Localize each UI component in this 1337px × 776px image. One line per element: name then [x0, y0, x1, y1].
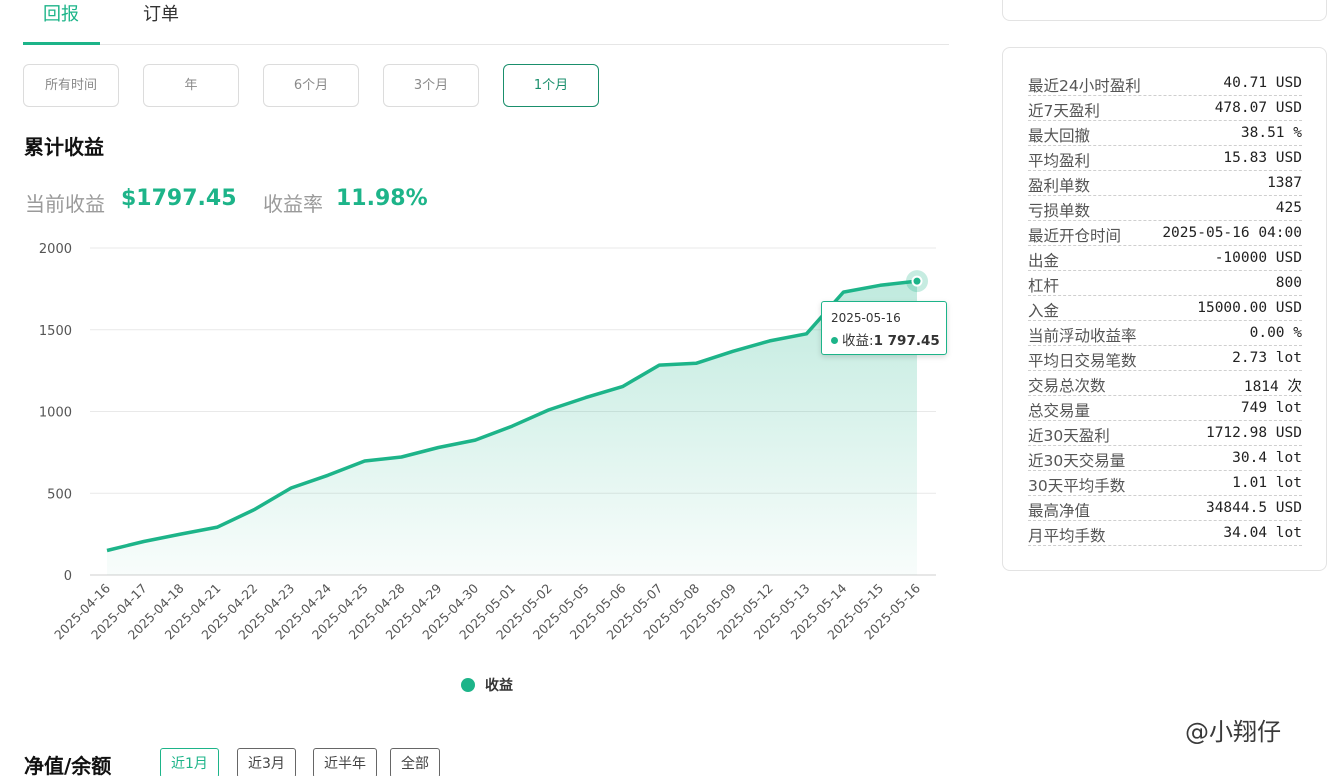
y-tick-label: 1500 — [39, 324, 72, 339]
stat-row: 亏损单数 425 — [1028, 196, 1302, 221]
y-tick-label: 2000 — [39, 242, 72, 257]
stat-value: 2.73 lot — [1232, 350, 1302, 366]
stat-row: 总交易量 749 lot — [1028, 396, 1302, 421]
range-3-months-button[interactable]: 3个月 — [383, 64, 479, 107]
stat-value: 15000.00 USD — [1197, 300, 1302, 316]
stat-label: 当前浮动收益率 — [1028, 327, 1137, 345]
y-tick-label: 1000 — [39, 406, 72, 421]
stat-label: 最近开仓时间 — [1028, 227, 1122, 245]
stat-label: 近30天盈利 — [1028, 427, 1110, 445]
stat-row: 平均日交易笔数 2.73 lot — [1028, 346, 1302, 371]
stat-row: 最大回撤 38.51 % — [1028, 121, 1302, 146]
stat-label: 交易总次数 — [1028, 377, 1106, 395]
period-1-month-button[interactable]: 近1月 — [160, 748, 219, 776]
current-return-label: 当前收益 — [25, 192, 105, 216]
chart-legend[interactable]: 收益 — [461, 675, 513, 695]
tooltip-series-label: 收益: — [842, 333, 874, 349]
tooltip-value: 1 797.45 — [873, 333, 940, 349]
stat-value: 1.01 lot — [1232, 475, 1302, 491]
stat-value: 15.83 USD — [1223, 150, 1302, 166]
stat-value: 1712.98 USD — [1205, 425, 1302, 441]
stat-value: 478.07 USD — [1214, 100, 1302, 116]
range-year-button[interactable]: 年 — [143, 64, 239, 107]
stat-label: 平均日交易笔数 — [1028, 352, 1137, 370]
stat-row: 30天平均手数 1.01 lot — [1028, 471, 1302, 496]
stat-row: 近7天盈利 478.07 USD — [1028, 96, 1302, 121]
y-tick-label: 0 — [64, 569, 72, 584]
stat-row: 交易总次数 1814 次 — [1028, 371, 1302, 396]
tooltip-row: 收益:1 797.45 — [831, 329, 946, 349]
stat-row: 当前浮动收益率 0.00 % — [1028, 321, 1302, 346]
legend-series-dot — [461, 678, 475, 692]
watermark: @小翔仔 — [1185, 718, 1281, 746]
stat-label: 入金 — [1028, 302, 1060, 320]
tab-returns[interactable]: 回报 — [23, 2, 100, 45]
series-line — [106, 279, 918, 553]
stat-value: 30.4 lot — [1232, 450, 1302, 466]
range-6-months-button[interactable]: 6个月 — [263, 64, 359, 107]
current-return-value: $1797.45 — [121, 186, 237, 211]
stat-label: 最近24小时盈利 — [1028, 77, 1141, 95]
stat-value: 1387 — [1267, 175, 1302, 191]
stat-value: 749 lot — [1240, 400, 1302, 416]
stat-row: 最近24小时盈利 40.71 USD — [1028, 71, 1302, 96]
return-rate-value: 11.98% — [336, 186, 428, 211]
stat-row: 月平均手数 34.04 lot — [1028, 521, 1302, 546]
stat-row: 出金 -10000 USD — [1028, 246, 1302, 271]
period-half-year-button[interactable]: 近半年 — [313, 748, 377, 776]
stat-value: 425 — [1275, 200, 1302, 216]
stat-label: 杠杆 — [1028, 277, 1060, 295]
stat-row: 最高净值 34844.5 USD — [1028, 496, 1302, 521]
stat-row: 近30天交易量 30.4 lot — [1028, 446, 1302, 471]
equity-balance-title: 净值/余额 — [24, 754, 112, 776]
chart-tooltip: 2025-05-16 收益:1 797.45 — [821, 301, 947, 355]
stat-row: 入金 15000.00 USD — [1028, 296, 1302, 321]
range-1-month-button[interactable]: 1个月 — [503, 64, 599, 107]
stat-value: 0.00 % — [1249, 325, 1302, 341]
stat-value: 34844.5 USD — [1205, 500, 1302, 516]
stat-label: 最高净值 — [1028, 502, 1091, 520]
highlight-point[interactable] — [911, 275, 923, 287]
stat-label: 月平均手数 — [1028, 527, 1106, 545]
stats-card: 最近24小时盈利 40.71 USD 近7天盈利 478.07 USD 最大回撤 38.5… — [1002, 47, 1327, 571]
stat-value: 1814 次 — [1243, 379, 1302, 395]
stat-value: 40.71 USD — [1223, 75, 1302, 91]
stat-row: 盈利单数 1387 — [1028, 171, 1302, 196]
tab-bar: 回报 订单 — [23, 0, 949, 45]
stat-label: 亏损单数 — [1028, 202, 1091, 220]
cumulative-returns-title: 累计收益 — [24, 135, 104, 159]
range-all-time-button[interactable]: 所有时间 — [23, 64, 119, 107]
stat-value: 38.51 % — [1240, 125, 1302, 141]
stat-value: -10000 USD — [1214, 250, 1302, 266]
stat-value: 34.04 lot — [1223, 525, 1302, 541]
period-all-button[interactable]: 全部 — [390, 748, 440, 776]
tooltip-date: 2025-05-16 — [831, 311, 901, 325]
stat-row: 最近开仓时间 2025-05-16 04:00 — [1028, 221, 1302, 246]
stat-label: 30天平均手数 — [1028, 477, 1126, 495]
stat-label: 出金 — [1028, 252, 1060, 270]
stat-value: 2025-05-16 04:00 — [1162, 225, 1302, 241]
stat-label: 近7天盈利 — [1028, 102, 1100, 120]
legend-series-label: 收益 — [485, 678, 513, 694]
stat-value: 800 — [1275, 275, 1302, 291]
y-tick-label: 500 — [47, 487, 72, 502]
summary-card — [1002, 0, 1327, 21]
stat-row: 杠杆 800 — [1028, 271, 1302, 296]
cumulative-returns-chart: 05001000150020002025-04-162025-04-172025… — [39, 242, 936, 642]
stat-label: 盈利单数 — [1028, 177, 1091, 195]
stat-row: 近30天盈利 1712.98 USD — [1028, 421, 1302, 446]
stat-label: 总交易量 — [1028, 402, 1091, 420]
stat-row: 平均盈利 15.83 USD — [1028, 146, 1302, 171]
stat-label: 近30天交易量 — [1028, 452, 1126, 470]
tab-orders[interactable]: 订单 — [143, 4, 179, 25]
tooltip-series-dot — [831, 337, 838, 344]
stat-label: 最大回撤 — [1028, 127, 1091, 145]
return-rate-label: 收益率 — [263, 192, 323, 216]
stat-label: 平均盈利 — [1028, 152, 1091, 170]
period-3-months-button[interactable]: 近3月 — [237, 748, 296, 776]
